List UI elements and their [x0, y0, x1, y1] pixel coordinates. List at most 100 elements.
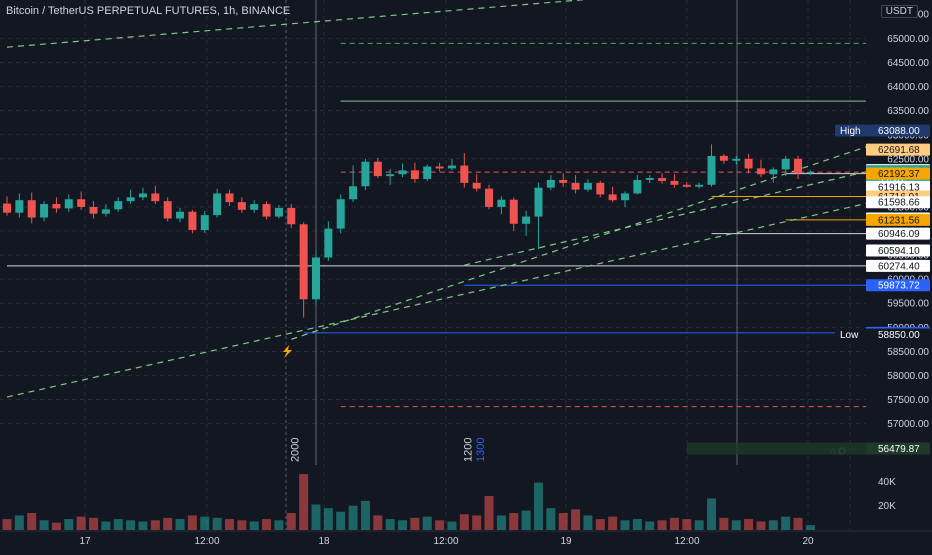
candle-body	[410, 170, 419, 180]
candle-body	[361, 161, 370, 187]
volume-bar	[323, 508, 333, 530]
trend-lines	[6, 0, 873, 398]
volume-bar	[187, 515, 197, 530]
volume-bar	[669, 517, 679, 530]
trend-line	[6, 0, 588, 48]
price-label-text: 62691.68	[878, 145, 920, 156]
vertical-time-label: 2000	[290, 438, 302, 462]
candle-body	[336, 199, 345, 229]
candle-body	[89, 206, 98, 214]
volume-bar	[682, 519, 692, 530]
volume-bar	[163, 517, 173, 530]
volume-bar	[348, 505, 358, 530]
volume-bar	[64, 519, 74, 530]
volume-bar	[645, 521, 655, 530]
price-label-text: 59873.72	[878, 281, 920, 292]
volume-bar	[571, 509, 581, 530]
candle-body	[769, 169, 778, 175]
candle-body	[15, 200, 24, 213]
candle-body	[101, 209, 110, 214]
volume-bar	[237, 520, 247, 530]
candle-body	[435, 166, 444, 169]
candle-body	[732, 158, 741, 161]
currency-button[interactable]: USDT	[880, 5, 918, 18]
price-tick-label: 57000.00	[887, 419, 929, 430]
price-label-text: 62192.37	[878, 169, 920, 180]
candle-body	[163, 201, 172, 219]
candle-body	[559, 179, 568, 183]
volume-bar	[459, 514, 469, 530]
volume-bar	[224, 519, 234, 530]
volume-bar	[496, 515, 506, 530]
candle-body	[546, 179, 555, 188]
candle-body	[695, 184, 704, 187]
time-tick-label: 17	[79, 536, 91, 547]
volume-bar	[756, 521, 766, 530]
candle-body	[52, 204, 61, 209]
candle-body	[349, 186, 358, 200]
candle-body	[64, 199, 73, 209]
volume-bar	[410, 517, 420, 530]
price-label-text: 61916.13	[878, 182, 920, 193]
price-label-box	[866, 124, 930, 137]
time-tick-label: 12:00	[674, 536, 699, 547]
candle-body	[312, 257, 320, 300]
candle-body	[633, 179, 642, 194]
candle-body	[670, 180, 679, 185]
candle-body	[3, 203, 11, 213]
candle-body	[645, 178, 654, 180]
volume-bar	[51, 522, 61, 530]
price-label-box	[866, 180, 930, 193]
candle-body	[237, 202, 246, 210]
time-tick-label: 20	[802, 536, 814, 547]
candle-body	[274, 207, 283, 217]
candle-body	[77, 199, 86, 207]
time-tick-label: 12:00	[433, 536, 458, 547]
price-label-text: 60946.09	[878, 229, 920, 240]
price-label-box	[866, 167, 930, 180]
price-label-text: 63088.00	[878, 126, 920, 137]
price-label-box	[866, 143, 930, 156]
price-label-box	[866, 259, 930, 272]
volume-bar	[2, 519, 12, 530]
price-tick-label: 64500.00	[887, 58, 929, 69]
zone-band	[687, 442, 867, 455]
vertical-time-label: 1300	[475, 438, 487, 462]
candles	[3, 144, 815, 318]
candle-body	[250, 204, 259, 210]
volume-bar	[274, 520, 284, 530]
volume-tick-label: 20K	[878, 501, 896, 512]
volume-bar	[768, 520, 778, 530]
volume-bar	[14, 515, 24, 530]
price-tick-label: 64000.00	[887, 82, 929, 93]
grid-lines	[0, 0, 866, 530]
volume-bar	[113, 519, 123, 530]
time-tick-label: 12:00	[194, 536, 219, 547]
price-tick-label: 59500.00	[887, 299, 929, 310]
volume-bar	[398, 520, 408, 530]
candle-body	[40, 204, 49, 218]
volume-bar	[76, 516, 86, 530]
volume-bar	[719, 517, 729, 530]
candle-body	[571, 182, 580, 190]
volume-bar	[39, 520, 49, 530]
volume-bar	[533, 482, 543, 530]
candle-body	[373, 161, 382, 177]
volume-bar	[175, 519, 185, 530]
price-label-box	[866, 442, 930, 455]
price-tick-label: 65000.00	[887, 34, 929, 45]
price-tick-label: 63500.00	[887, 106, 929, 117]
price-tick-label: 58000.00	[887, 371, 929, 382]
candle-body	[299, 224, 308, 300]
price-tick-label: 58500.00	[887, 347, 929, 358]
volume-bar	[632, 519, 642, 530]
volume-bar	[744, 519, 754, 530]
candle-body	[114, 201, 123, 210]
volume-bar	[558, 513, 568, 530]
price-tick-label: 62500.00	[887, 154, 929, 165]
volume-bar	[27, 513, 37, 530]
candle-body	[707, 155, 716, 185]
candle-body	[188, 211, 197, 231]
